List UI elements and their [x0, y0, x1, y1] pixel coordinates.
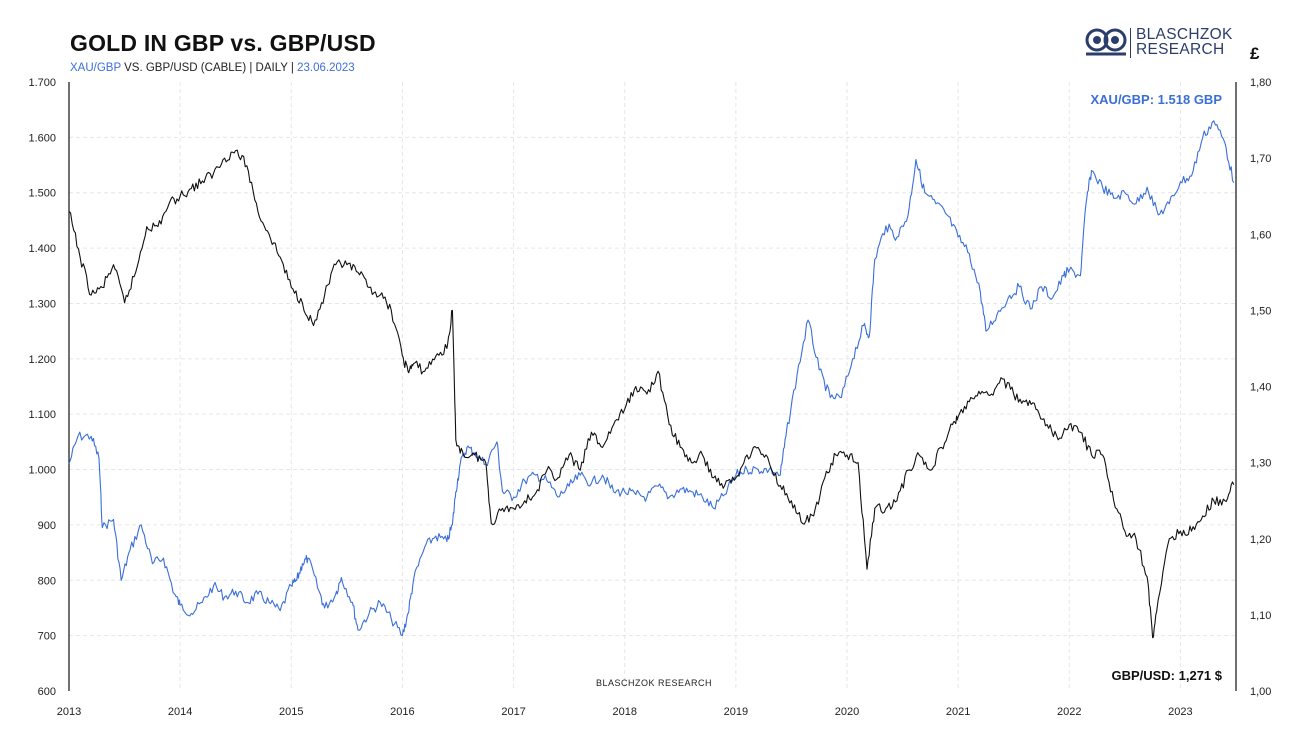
left-y-tick-label: 1.600 [28, 132, 56, 144]
left-y-tick-label: 1.100 [28, 409, 56, 421]
x-tick-label: 2019 [724, 706, 748, 718]
right-axis-unit: £ [1250, 44, 1260, 63]
x-axis-ticks: 2013 2014 2015 2016 2017 2018 2019 2020 2021 2022… [57, 706, 1193, 718]
left-y-tick-label: 1.000 [28, 465, 56, 477]
gridlines [69, 82, 1236, 691]
subtitle-description: VS. GBP/USD (CABLE) | DAILY | [120, 62, 298, 74]
left-y-tick-label: 600 [38, 686, 56, 698]
right-y-tick-label: 1,00 [1250, 686, 1271, 698]
right-y-tick-label: 1,40 [1250, 382, 1271, 394]
x-tick-label: 2017 [501, 706, 525, 718]
right-y-axis-ticks: 1,80 1,70 1,60 1,50 1,40 1,30 1,20 1,10 1,00 [1250, 77, 1271, 698]
left-y-tick-label: 1.400 [28, 243, 56, 255]
left-y-tick-label: 900 [38, 520, 56, 532]
right-y-tick-label: 1,10 [1250, 610, 1271, 622]
x-tick-label: 2016 [390, 706, 414, 718]
x-tick-label: 2018 [612, 706, 636, 718]
x-tick-label: 2015 [279, 706, 303, 718]
x-tick-label: 2023 [1168, 706, 1192, 718]
left-y-tick-label: 1.500 [28, 188, 56, 200]
right-y-tick-label: 1,20 [1250, 534, 1271, 546]
gbp-usd-last-label: GBP/USD: 1,271 $ [1111, 668, 1222, 683]
logo-separator [1130, 28, 1131, 58]
watermark: BLASCHZOK RESEARCH [596, 678, 712, 688]
right-y-tick-label: 1,60 [1250, 229, 1271, 241]
logo-wordmark: BLASCHZOK RESEARCH [1136, 26, 1233, 58]
owl-logo-icon [1085, 28, 1127, 56]
blaschzok-logo: BLASCHZOK RESEARCH [1084, 26, 1244, 66]
left-y-tick-label: 1.300 [28, 298, 56, 310]
x-tick-label: 2020 [835, 706, 859, 718]
chart-title: GOLD IN GBP vs. GBP/USD [70, 30, 376, 56]
x-tick-label: 2013 [57, 706, 81, 718]
right-y-tick-label: 1,80 [1250, 77, 1271, 89]
left-y-tick-label: 1.200 [28, 354, 56, 366]
xau-gbp-last-label: XAU/GBP: 1.518 GBP [1091, 92, 1223, 107]
series-lines [68, 120, 1235, 639]
gbp-usd-line [68, 149, 1235, 639]
left-y-tick-label: 700 [38, 631, 56, 643]
chart-subtitle: XAU/GBP VS. GBP/USD (CABLE) | DAILY | 23… [70, 62, 355, 74]
xau-gbp-line [68, 120, 1235, 637]
left-y-axis-ticks: 1.700 1.600 1.500 1.400 1.300 1.200 1.100 1.000… [28, 77, 56, 698]
left-y-tick-label: 800 [38, 575, 56, 587]
subtitle-date: 23.06.2023 [297, 62, 355, 74]
left-y-tick-label: 1.700 [28, 77, 56, 89]
x-tick-label: 2021 [946, 706, 970, 718]
right-y-tick-label: 1,30 [1250, 458, 1271, 470]
subtitle-series-name: XAU/GBP [70, 62, 121, 74]
x-tick-label: 2022 [1057, 706, 1081, 718]
x-tick-label: 2014 [168, 706, 192, 718]
right-y-tick-label: 1,70 [1250, 153, 1271, 165]
right-y-tick-label: 1,50 [1250, 305, 1271, 317]
